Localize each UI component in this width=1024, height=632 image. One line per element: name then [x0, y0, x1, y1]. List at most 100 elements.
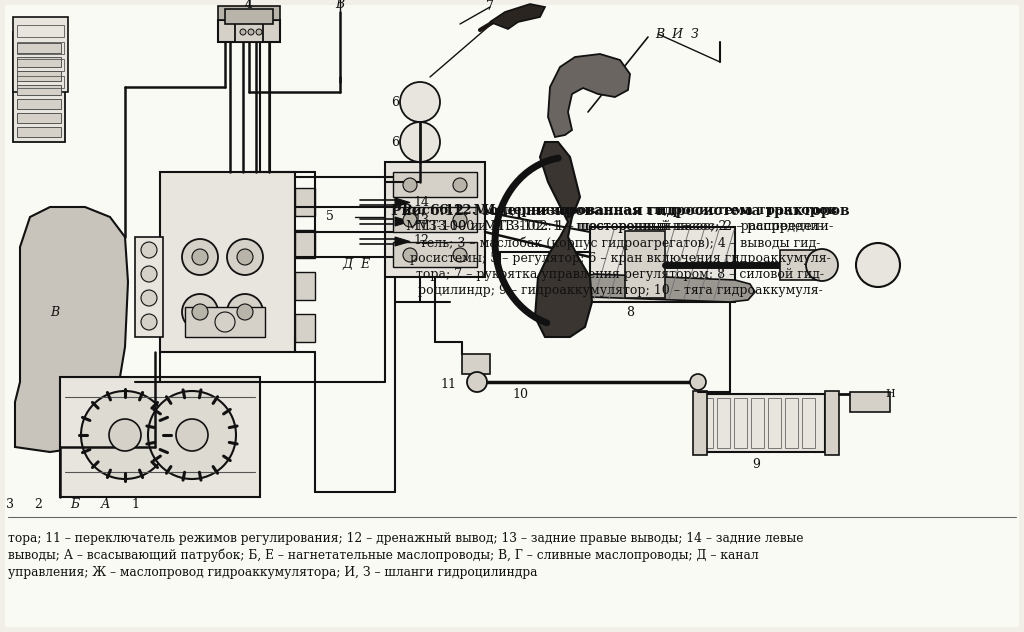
Bar [225, 9, 273, 24]
Circle shape [453, 248, 467, 262]
Bar [625, 231, 665, 298]
Circle shape [856, 243, 900, 287]
Text: В: В [336, 0, 344, 11]
Circle shape [227, 239, 263, 275]
Bar [768, 398, 781, 448]
Circle shape [141, 266, 157, 282]
Bar [135, 237, 163, 337]
Circle shape [141, 242, 157, 258]
Polygon shape [395, 217, 410, 226]
Circle shape [176, 419, 208, 451]
Circle shape [227, 294, 263, 330]
Polygon shape [535, 142, 592, 337]
Text: выводы; А – всасывающий патрубок; Б, Е – нагнетательные маслопроводы; В, Г – сли: выводы; А – всасывающий патрубок; Б, Е –… [8, 549, 759, 562]
Circle shape [806, 249, 838, 281]
Text: МТЗ-100 и МТЗ-102: 1 – шестеренный насос; 2 – распредели-: МТЗ-100 и МТЗ-102: 1 – шестеренный насос… [417, 220, 823, 233]
Bar [17, 99, 61, 109]
Text: тора; 7 – рукоятка управления регулятором; 8 – силовой гид-: тора; 7 – рукоятка управления регуляторо… [416, 268, 824, 281]
Circle shape [141, 290, 157, 306]
Text: H: H [885, 389, 895, 399]
Circle shape [141, 314, 157, 330]
Bar [717, 398, 730, 448]
Bar [13, 32, 65, 142]
Bar [393, 207, 477, 232]
Polygon shape [15, 207, 128, 452]
Circle shape [400, 122, 440, 162]
Bar [160, 172, 295, 352]
Bar [734, 398, 746, 448]
Circle shape [240, 29, 246, 35]
Text: МТЗ-100 и МТЗ-102: 1 – шестеренный насос; 2 – распредели-: МТЗ-100 и МТЗ-102: 1 – шестеренный насос… [407, 220, 834, 233]
Bar [751, 398, 764, 448]
Text: Рис. 6.12. Модернизированная гидросистема тракторов: Рис. 6.12. Модернизированная гидросистем… [391, 204, 849, 218]
Bar [693, 391, 707, 455]
Bar [695, 394, 825, 452]
Bar [295, 314, 315, 342]
Bar [802, 398, 815, 448]
Circle shape [182, 239, 218, 275]
Circle shape [248, 29, 254, 35]
Circle shape [182, 294, 218, 330]
Bar [295, 188, 315, 216]
Text: Е: Е [360, 257, 370, 270]
Text: 11: 11 [440, 377, 456, 391]
Text: 9: 9 [752, 458, 760, 471]
Bar [850, 392, 890, 412]
Bar [393, 172, 477, 197]
Text: 8: 8 [626, 305, 634, 319]
Text: В: В [50, 305, 59, 319]
Bar [17, 71, 61, 81]
Bar [825, 391, 839, 455]
Circle shape [148, 391, 236, 479]
Bar [185, 307, 265, 337]
Circle shape [237, 304, 253, 320]
Text: 6: 6 [391, 95, 399, 109]
Text: роцилиндр; 9 – гидроаккумулятор; 10 – тяга гидроаккумуля-: роцилиндр; 9 – гидроаккумулятор; 10 – тя… [418, 284, 822, 297]
Polygon shape [395, 237, 410, 246]
Circle shape [193, 249, 208, 265]
Circle shape [256, 29, 262, 35]
Text: 3: 3 [6, 497, 14, 511]
Text: 12: 12 [413, 234, 429, 248]
Circle shape [453, 213, 467, 227]
Bar [17, 113, 61, 123]
Text: 4: 4 [245, 0, 253, 11]
Bar [17, 42, 63, 54]
Text: управления; Ж – маслопровод гидроаккумулятора; И, З – шланги гидроцилиндра: управления; Ж – маслопровод гидроаккумул… [8, 566, 538, 579]
Bar [13, 17, 68, 92]
Bar [17, 25, 63, 37]
Bar [17, 59, 63, 71]
Text: 6: 6 [391, 135, 399, 149]
Polygon shape [395, 198, 410, 207]
Bar [462, 354, 490, 374]
Bar [218, 6, 280, 20]
Bar [17, 43, 61, 53]
Text: тель; 3 – маслобак (корпус гидроагрегатов); 4 – выводы гид-: тель; 3 – маслобак (корпус гидроагрегато… [420, 236, 820, 250]
Circle shape [237, 249, 253, 265]
Bar [17, 85, 61, 95]
Text: росистемы; 5 – регулятор; 6 – кран включения гидроаккумуля-: росистемы; 5 – регулятор; 6 – кран включ… [410, 252, 830, 265]
Bar [700, 398, 713, 448]
Polygon shape [548, 274, 755, 327]
Bar [295, 230, 315, 258]
Bar [17, 76, 63, 88]
Bar [385, 162, 485, 277]
Text: 2: 2 [34, 497, 42, 511]
Text: Рис. 6.12. Модернизированная гидросистема тракторов: Рис. 6.12. Модернизированная гидросистем… [402, 204, 838, 217]
Circle shape [403, 213, 417, 227]
Text: 14: 14 [413, 195, 429, 209]
Bar [785, 398, 798, 448]
Circle shape [690, 374, 706, 390]
Bar [393, 242, 477, 267]
Bar [17, 57, 61, 67]
Circle shape [403, 248, 417, 262]
Circle shape [453, 178, 467, 192]
Polygon shape [490, 4, 545, 29]
Text: 1: 1 [131, 497, 139, 511]
Text: Б: Б [71, 497, 80, 511]
Bar [60, 377, 260, 497]
Bar [234, 22, 263, 42]
Bar [17, 127, 61, 137]
Bar [590, 227, 735, 302]
Text: В  И  З: В И З [655, 28, 698, 40]
